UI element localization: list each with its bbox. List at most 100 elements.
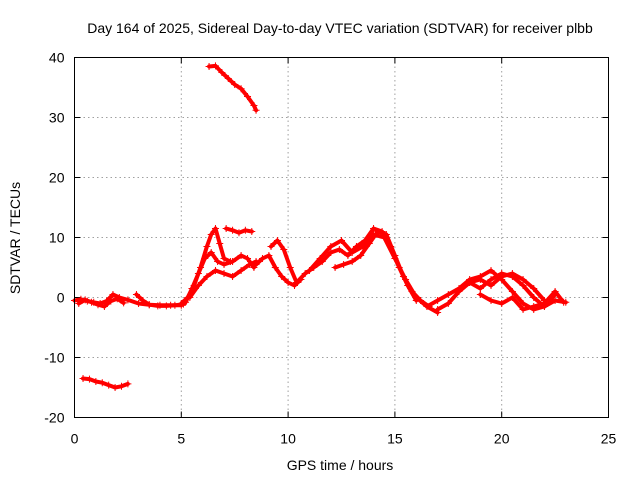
data-point	[399, 273, 407, 280]
data-point	[224, 75, 232, 82]
data-point	[109, 291, 117, 298]
series-seg-late-d	[476, 288, 568, 313]
data-point	[540, 300, 548, 307]
series-seg-early-b	[75, 295, 128, 310]
data-point	[139, 297, 147, 304]
data-point	[466, 279, 474, 286]
data-point	[335, 246, 343, 253]
x-tick-label: 10	[280, 431, 296, 447]
data-point	[293, 279, 301, 286]
data-point	[220, 261, 228, 268]
data-point	[286, 264, 294, 271]
data-point	[560, 298, 568, 306]
data-point	[117, 382, 125, 390]
data-point	[551, 288, 559, 295]
data-point	[487, 276, 495, 283]
data-point	[145, 301, 153, 309]
data-point	[248, 228, 256, 235]
data-point	[374, 228, 382, 235]
data-point	[344, 252, 352, 259]
data-point	[382, 231, 390, 238]
data-point	[182, 298, 190, 306]
data-point	[94, 301, 102, 309]
data-point	[92, 378, 100, 385]
data-point	[177, 300, 185, 307]
y-tick-label: 30	[49, 110, 65, 126]
data-point	[132, 291, 140, 298]
data-point	[327, 249, 335, 256]
data-point	[81, 296, 89, 304]
data-point	[265, 252, 273, 259]
data-point	[530, 303, 538, 310]
data-point	[487, 267, 495, 274]
y-tick-label: 40	[49, 50, 65, 66]
y-tick-label: 10	[49, 230, 65, 246]
data-point	[244, 93, 252, 100]
data-point	[476, 291, 484, 298]
data-point	[417, 297, 425, 304]
data-point	[519, 282, 527, 289]
data-point	[162, 302, 170, 310]
data-point	[220, 255, 228, 262]
data-point	[246, 261, 254, 268]
data-point	[508, 270, 516, 277]
x-tick-label: 15	[387, 431, 403, 447]
data-point	[408, 288, 416, 295]
data-point	[207, 231, 215, 238]
series-seg-mid-e	[331, 228, 433, 310]
data-point	[252, 261, 260, 268]
data-point	[455, 288, 463, 295]
data-point	[357, 252, 365, 259]
data-point	[271, 264, 279, 271]
data-point	[423, 303, 431, 310]
data-point	[194, 270, 202, 277]
data-point	[508, 294, 516, 301]
data-point	[194, 282, 202, 289]
data-point	[79, 375, 87, 382]
data-point	[211, 62, 219, 70]
data-point	[205, 63, 213, 70]
chart-title: Day 164 of 2025, Sidereal Day-to-day VTE…	[87, 20, 593, 36]
data-point	[244, 255, 252, 262]
x-tick-label: 5	[177, 431, 185, 447]
data-point	[508, 288, 516, 295]
x-tick-labels: 0 5 10 15 20 25	[71, 431, 617, 447]
data-point	[530, 294, 538, 301]
data-point	[120, 299, 128, 307]
data-point	[252, 106, 260, 114]
data-point	[113, 295, 121, 303]
series-seg-early-c	[132, 291, 187, 310]
data-point	[519, 306, 527, 313]
data-point	[340, 261, 348, 268]
data-point	[434, 297, 442, 304]
data-point	[229, 273, 237, 280]
series-line	[435, 271, 558, 312]
y-tick-label: 20	[49, 170, 65, 186]
data-point	[365, 240, 373, 247]
data-point	[203, 273, 211, 280]
data-point	[331, 264, 339, 271]
data-point	[135, 300, 143, 307]
series-seg-mid-a	[252, 252, 305, 289]
series-seg-late-c	[455, 270, 548, 304]
data-point	[218, 69, 226, 76]
y-tick-labels: -20 -10 0 10 20 30 40	[44, 50, 64, 426]
data-point	[519, 300, 527, 307]
data-point	[201, 255, 209, 262]
data-point	[551, 297, 559, 304]
data-point	[348, 258, 356, 265]
data-point	[327, 243, 335, 250]
y-axis-label: SDTVAR / TECUs	[7, 182, 23, 294]
data-point	[250, 102, 258, 109]
series-seg-high	[205, 62, 260, 114]
y-tick-label: -20	[44, 410, 64, 426]
data-point	[237, 267, 245, 274]
series-line	[207, 63, 259, 113]
data-point	[498, 273, 506, 280]
data-point	[444, 291, 452, 298]
data-point	[214, 258, 222, 265]
data-point	[211, 267, 219, 274]
data-point	[434, 306, 442, 313]
data-point	[216, 240, 224, 247]
data-point	[301, 270, 309, 277]
